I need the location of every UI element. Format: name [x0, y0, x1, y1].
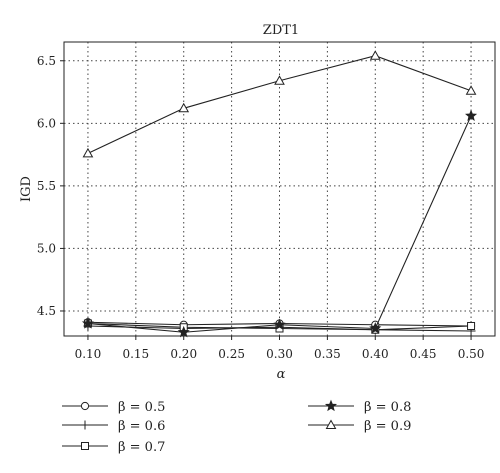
chart-title: ZDT1: [263, 23, 299, 38]
x-tick-label: 0.10: [75, 347, 102, 361]
y-tick-label: 4.5: [37, 304, 56, 318]
triangle-marker: [178, 102, 190, 113]
legend-label: β = 0.6: [118, 419, 165, 434]
series-layer: [81, 50, 478, 338]
y-tick-label: 5.0: [37, 241, 56, 255]
legend-label: β = 0.8: [364, 400, 411, 415]
legend-label: β = 0.5: [118, 400, 165, 415]
y-tick-label: 6.0: [37, 116, 56, 130]
legend-item: β = 0.8: [308, 399, 411, 415]
x-tick-label: 0.15: [122, 347, 149, 361]
series-star: [81, 109, 478, 338]
star-marker: [465, 109, 478, 121]
x-axis-title: α: [277, 367, 286, 382]
square-marker: [467, 321, 476, 330]
y-axis-title: IGD: [19, 176, 34, 202]
x-tick-label: 0.25: [218, 347, 245, 361]
x-tick-label: 0.35: [314, 347, 341, 361]
x-tick-label: 0.20: [170, 347, 197, 361]
legend-item: β = 0.5: [62, 400, 165, 415]
triangle-marker: [465, 85, 477, 95]
legend-plus-marker: [80, 420, 90, 430]
legend-item: β = 0.6: [62, 419, 165, 434]
plot-frame: [63, 41, 496, 337]
triangle-marker: [369, 50, 381, 60]
legend-label: β = 0.7: [118, 440, 165, 455]
y-axis-ticks: 4.5 5.0 5.5 6.0 6.5: [37, 54, 64, 318]
x-tick-label: 0.50: [458, 347, 485, 361]
series-triangle: [82, 50, 477, 158]
legend-triangle-marker: [325, 419, 337, 429]
x-tick-label: 0.40: [362, 347, 389, 361]
legend-square-marker: [81, 442, 89, 450]
star-marker: [177, 325, 190, 338]
legend-star-marker: [324, 399, 338, 412]
triangle-marker: [274, 75, 285, 85]
legend-label: β = 0.9: [364, 419, 411, 434]
y-tick-label: 5.5: [37, 179, 56, 193]
triangle-marker: [82, 147, 94, 158]
star-marker: [273, 318, 286, 330]
y-tick-label: 6.5: [37, 54, 56, 68]
legend-item: β = 0.7: [62, 440, 165, 455]
legend: β = 0.5 β = 0.6 β = 0.7 β = 0.8 β = 0.9: [62, 399, 411, 455]
legend-item: β = 0.9: [308, 419, 411, 434]
x-axis-ticks: 0.10 0.15 0.20 0.25 0.30 0.35 0.40 0.45 0.50: [75, 336, 485, 361]
x-tick-label: 0.30: [266, 347, 293, 361]
x-tick-label: 0.45: [410, 347, 437, 361]
legend-circle-marker: [80, 401, 90, 411]
star-marker: [369, 322, 382, 334]
grid-lines: [64, 42, 495, 336]
star-marker: [81, 317, 94, 329]
